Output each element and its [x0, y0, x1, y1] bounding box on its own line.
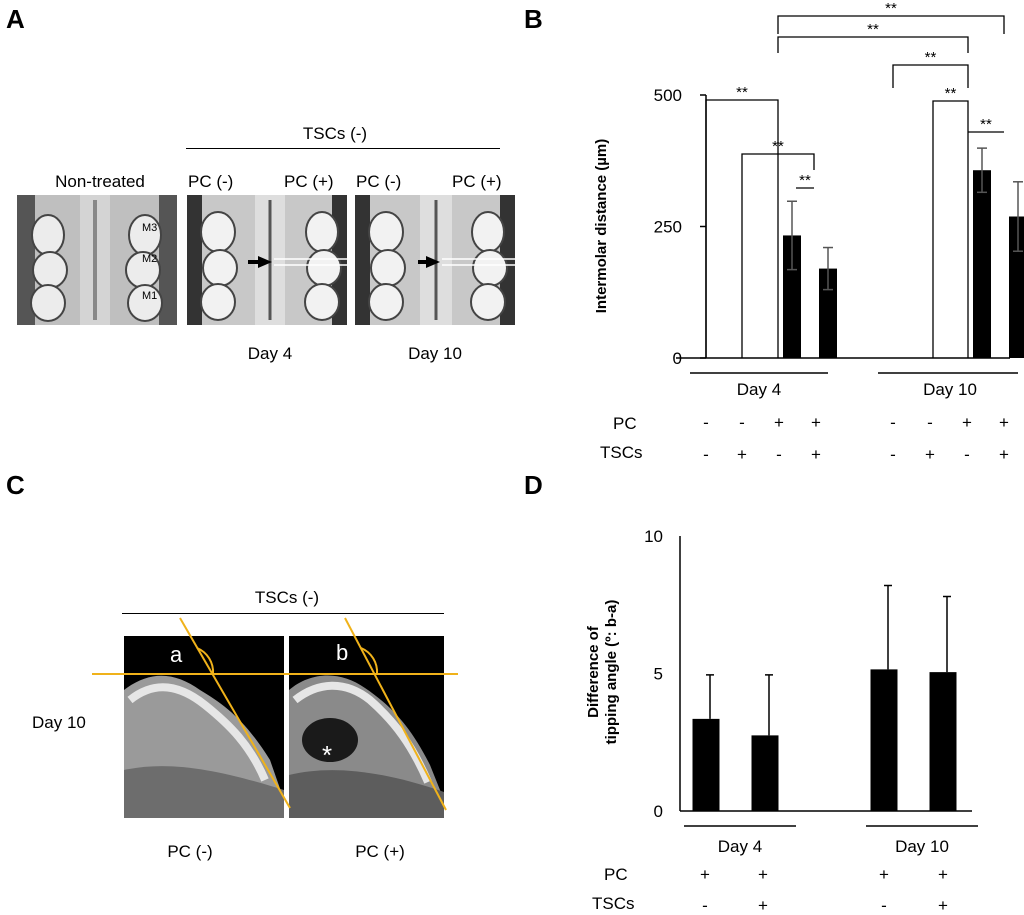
chart-d-bar	[751, 735, 779, 811]
chart-b-sig-label: **	[885, 0, 897, 17]
chart-b-tscs-sign: -	[776, 445, 782, 464]
panel-a-label: A	[6, 4, 25, 34]
chart-d-ytick-label: 10	[644, 527, 663, 546]
chart-b-tscs-sign: -	[964, 445, 970, 464]
chart-d-pc-sign: +	[879, 865, 889, 884]
angle-label-b: b	[336, 640, 349, 665]
non-treated-title: Non-treated	[55, 172, 145, 191]
molar-label-m2: M2	[142, 253, 158, 265]
panel-a-day10-label: Day 10	[408, 344, 462, 363]
chart-d-row-label: TSCs	[592, 894, 635, 913]
chart-b-pc-sign: +	[962, 413, 972, 432]
chart-d-bar	[692, 718, 720, 811]
chart-b-sig-label: **	[772, 138, 784, 155]
chart-b-group-label: Day 10	[923, 380, 977, 399]
chart-b-sig-bracket	[892, 64, 969, 88]
chart-b-bar	[819, 268, 837, 358]
chart-d-bar	[870, 669, 898, 811]
pc-pos-label-day4: PC (+)	[284, 172, 334, 191]
panel-c-day10-label: Day 10	[32, 713, 86, 732]
chart-d-tscs-sign: +	[938, 896, 948, 915]
chart-b-group-label: Day 4	[737, 380, 781, 399]
day4-image	[187, 195, 347, 325]
chart-d-bar	[929, 672, 957, 811]
panel-c-pc-pos-label: PC (+)	[355, 842, 405, 861]
pc-pos-label-day10: PC (+)	[452, 172, 502, 191]
chart-b-sig-bracket	[777, 15, 1005, 34]
chart-b-ytick-label: 250	[654, 218, 682, 237]
panel-b-label: B	[524, 4, 543, 34]
chart-d-pc-sign: +	[758, 865, 768, 884]
panel-c-pc-neg-label: PC (-)	[167, 842, 213, 861]
chart-b-tscs-sign: +	[737, 445, 747, 464]
chart-b-sig-bracket	[777, 36, 969, 53]
chart-b-sig-label: **	[925, 49, 937, 66]
panel-d-label: D	[524, 470, 543, 500]
chart-d-ytick-label: 5	[654, 665, 663, 684]
chart-b-pc-sign: -	[927, 413, 933, 432]
pit-asterisk: *	[322, 740, 333, 770]
chart-b-sig-label: **	[980, 116, 992, 133]
chart-b-sig-label: **	[736, 84, 748, 101]
chart-d-pc-sign: +	[938, 865, 948, 884]
chart-d-ytick-label: 0	[654, 802, 663, 821]
chart-b-pc-sign: -	[890, 413, 896, 432]
day10-image	[355, 195, 515, 325]
angle-label-a: a	[170, 642, 183, 667]
chart-b-pc-sign: +	[999, 413, 1009, 432]
chart-d-ylabel-line1: Difference of	[585, 625, 602, 718]
chart-b-sig-bracket	[705, 99, 779, 358]
molar-label-m1: M1	[142, 290, 158, 302]
chart-d-tscs-sign: -	[702, 896, 708, 915]
molar-label-m3: M3	[142, 222, 158, 234]
pc-neg-label-day4: PC (-)	[188, 172, 234, 191]
chart-b-sig-bracket	[741, 153, 815, 358]
chart-b-sig-label: **	[867, 21, 879, 38]
chart-b-tscs-sign: -	[890, 445, 896, 464]
chart-b-sig-label: **	[945, 85, 957, 102]
non-treated-image	[17, 195, 177, 325]
chart-d-pc-sign: +	[700, 865, 710, 884]
chart-d-group-label: Day 10	[895, 837, 949, 856]
chart-b-ylabel: Intermolar distance (µm)	[593, 139, 610, 314]
chart-b-row-label: TSCs	[600, 443, 643, 462]
chart-b-pc-sign: -	[739, 413, 745, 432]
chart-d-ylabel-line2: tipping angle (º: b-a)	[603, 600, 620, 745]
chart-b-bar	[973, 170, 991, 358]
chart-b-row-label: PC	[613, 414, 637, 433]
chart-b-ytick-label: 500	[654, 86, 682, 105]
chart-b-tscs-sign: -	[703, 445, 709, 464]
panel-c-label: C	[6, 470, 25, 500]
chart-d-row-label: PC	[604, 865, 628, 884]
chart-b-ytick-label: 0	[673, 349, 682, 368]
chart-d-group-label: Day 4	[718, 837, 762, 856]
chart-b-sig-label: **	[799, 172, 811, 189]
ct-image-pc-neg	[124, 636, 284, 818]
ct-image-pc-pos	[289, 636, 444, 818]
chart-d-tscs-sign: +	[758, 896, 768, 915]
pc-neg-label-day10: PC (-)	[356, 172, 402, 191]
panel-a-header-line	[186, 148, 500, 149]
chart-b-pc-sign: -	[703, 413, 709, 432]
chart-b-tscs-sign: +	[925, 445, 935, 464]
panel-c-header-line	[122, 613, 444, 614]
chart-b-bar	[783, 235, 801, 358]
chart-b-sig-bracket	[932, 100, 969, 358]
chart-b-tscs-sign: +	[811, 445, 821, 464]
chart-b-tscs-sign: +	[999, 445, 1009, 464]
chart-b-pc-sign: +	[811, 413, 821, 432]
chart-b-pc-sign: +	[774, 413, 784, 432]
panel-a-tscs-header: TSCs (-)	[302, 124, 368, 143]
panel-c-tscs-header: TSCs (-)	[254, 588, 320, 607]
panel-a-day4-label: Day 4	[247, 344, 293, 363]
chart-d-tscs-sign: -	[881, 896, 887, 915]
angle-lines	[92, 617, 458, 811]
